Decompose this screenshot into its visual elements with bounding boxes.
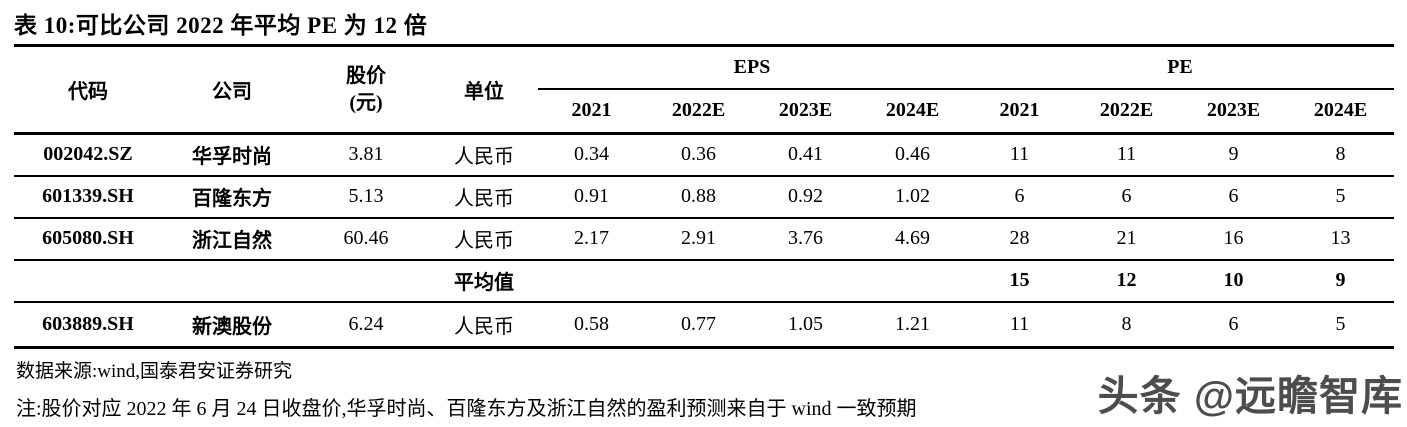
cell-pe-2022e: 11 bbox=[1116, 143, 1137, 166]
col-header-price-line1: 股价 bbox=[346, 64, 386, 87]
cell-pe-2023e: 6 bbox=[1228, 312, 1239, 335]
table-row-zhejiang-natural: 605080.SH 浙江自然 60.46 人民币 2.17 2.91 3.76 … bbox=[14, 218, 1394, 260]
cell-unit: 人民币 bbox=[454, 230, 514, 252]
cell-pe-2024e: 5 bbox=[1335, 185, 1346, 207]
cell-empty bbox=[645, 260, 752, 302]
eps-year-2021: 2021 bbox=[571, 99, 612, 122]
cell-pe-2024e: 13 bbox=[1330, 227, 1351, 249]
cell-empty bbox=[752, 260, 859, 302]
cell-avg-pe-2024e: 9 bbox=[1335, 269, 1346, 291]
cell-code: 603889.SH bbox=[42, 312, 134, 335]
cell-price: 60.46 bbox=[343, 227, 389, 249]
col-group-eps: EPS bbox=[538, 45, 966, 90]
cell-company: 百隆东方 bbox=[192, 188, 272, 210]
col-header-price-line2: (元) bbox=[349, 91, 383, 114]
cell-empty bbox=[538, 260, 645, 302]
cell-price: 5.13 bbox=[348, 185, 384, 207]
cell-pe-2023e: 9 bbox=[1228, 143, 1239, 166]
cell-avg-pe-2022e: 12 bbox=[1116, 269, 1137, 291]
cell-eps-2021: 0.91 bbox=[574, 185, 609, 207]
cell-pe-2021: 11 bbox=[1009, 143, 1030, 166]
cell-pe-2021: 11 bbox=[1009, 312, 1030, 335]
footnote-text: 注:股价对应 2022 年 6 月 24 日收盘价,华孚时尚、百隆东方及浙江自然… bbox=[16, 398, 917, 420]
table-row-bros: 601339.SH 百隆东方 5.13 人民币 0.91 0.88 0.92 1… bbox=[14, 176, 1394, 218]
pe-year-2024e: 2024E bbox=[1313, 99, 1368, 122]
cell-pe-2021: 6 bbox=[1014, 185, 1025, 207]
cell-code: 601339.SH bbox=[42, 185, 134, 207]
col-header-code: 代码 bbox=[68, 81, 108, 103]
pe-year-2021: 2021 bbox=[999, 99, 1040, 122]
table-title: 表 10:可比公司 2022 年平均 PE 为 12 倍 bbox=[14, 13, 428, 38]
pe-year-2023e: 2023E bbox=[1206, 99, 1261, 122]
cell-pe-2022e: 21 bbox=[1116, 227, 1137, 249]
cell-eps-2022e: 0.88 bbox=[681, 185, 716, 207]
cell-unit: 人民币 bbox=[454, 315, 514, 338]
eps-year-2023e: 2023E bbox=[778, 99, 833, 122]
cell-pe-2021: 28 bbox=[1009, 227, 1030, 249]
cell-empty bbox=[162, 260, 302, 302]
col-header-company: 公司 bbox=[212, 81, 252, 103]
data-source-text: 数据来源:wind,国泰君安证券研究 bbox=[16, 361, 293, 382]
cell-company: 华孚时尚 bbox=[192, 146, 272, 169]
table-row-huafu: 002042.SZ 华孚时尚 3.81 人民币 0.34 0.36 0.41 0… bbox=[14, 134, 1394, 176]
col-header-price: 股价 (元) bbox=[302, 46, 430, 134]
cell-empty bbox=[302, 260, 430, 302]
pe-year-2022e: 2022E bbox=[1099, 99, 1154, 122]
eps-year-2022e: 2022E bbox=[671, 99, 726, 122]
cell-eps-2024e: 1.21 bbox=[895, 312, 930, 335]
table-header: 代码 公司 股价 (元) 单位 EPS PE 2021 2022E 2023E … bbox=[14, 45, 1394, 134]
cell-eps-2024e: 4.69 bbox=[895, 227, 930, 249]
cell-eps-2022e: 0.36 bbox=[681, 143, 716, 166]
comparable-companies-table: 代码 公司 股价 (元) 单位 EPS PE 2021 2022E 2023E … bbox=[14, 44, 1394, 349]
cell-company: 浙江自然 bbox=[192, 230, 272, 252]
cell-eps-2024e: 1.02 bbox=[895, 185, 930, 207]
eps-year-2024e: 2024E bbox=[885, 99, 940, 122]
cell-eps-2023e: 0.92 bbox=[788, 185, 823, 207]
cell-eps-2021: 0.58 bbox=[574, 312, 609, 335]
cell-code: 605080.SH bbox=[42, 227, 134, 249]
cell-pe-2023e: 16 bbox=[1223, 227, 1244, 249]
cell-pe-2022e: 8 bbox=[1121, 312, 1132, 335]
cell-code: 002042.SZ bbox=[43, 143, 133, 166]
cell-empty bbox=[14, 260, 162, 302]
cell-eps-2021: 0.34 bbox=[574, 143, 609, 166]
cell-pe-2024e: 8 bbox=[1335, 143, 1346, 166]
header-years-row: 2021 2022E 2023E 2024E 2021 2022E 2023E … bbox=[14, 89, 1394, 134]
cell-unit: 人民币 bbox=[454, 188, 514, 210]
cell-empty bbox=[859, 260, 966, 302]
cell-pe-2023e: 6 bbox=[1228, 185, 1239, 207]
cell-avg-pe-2023e: 10 bbox=[1223, 269, 1244, 291]
cell-avg-pe-2021: 15 bbox=[1009, 269, 1030, 291]
table-row-xinao: 603889.SH 新澳股份 6.24 人民币 0.58 0.77 1.05 1… bbox=[14, 302, 1394, 348]
cell-eps-2022e: 2.91 bbox=[681, 227, 716, 249]
cell-eps-2023e: 0.41 bbox=[788, 143, 823, 166]
cell-eps-2023e: 3.76 bbox=[788, 227, 823, 249]
cell-unit: 人民币 bbox=[454, 146, 514, 169]
cell-company: 新澳股份 bbox=[192, 315, 272, 338]
cell-eps-2023e: 1.05 bbox=[788, 312, 823, 335]
cell-price: 6.24 bbox=[348, 312, 384, 335]
cell-eps-2022e: 0.77 bbox=[681, 312, 716, 335]
cell-eps-2024e: 0.46 bbox=[895, 143, 930, 166]
col-group-pe: PE bbox=[966, 45, 1394, 90]
cell-eps-2021: 2.17 bbox=[574, 227, 609, 249]
col-header-unit: 单位 bbox=[464, 81, 504, 103]
cell-price: 3.81 bbox=[348, 143, 384, 166]
watermark-toutiao-yuanzhan: 头条 @远瞻智库 bbox=[1097, 373, 1403, 419]
cell-pe-2024e: 5 bbox=[1335, 312, 1346, 335]
header-group-row: 代码 公司 股价 (元) 单位 EPS PE bbox=[14, 45, 1394, 114]
cell-average-label: 平均值 bbox=[454, 272, 514, 294]
table-row-average: 平均值 15 12 10 9 bbox=[14, 260, 1394, 302]
cell-pe-2022e: 6 bbox=[1121, 185, 1132, 207]
